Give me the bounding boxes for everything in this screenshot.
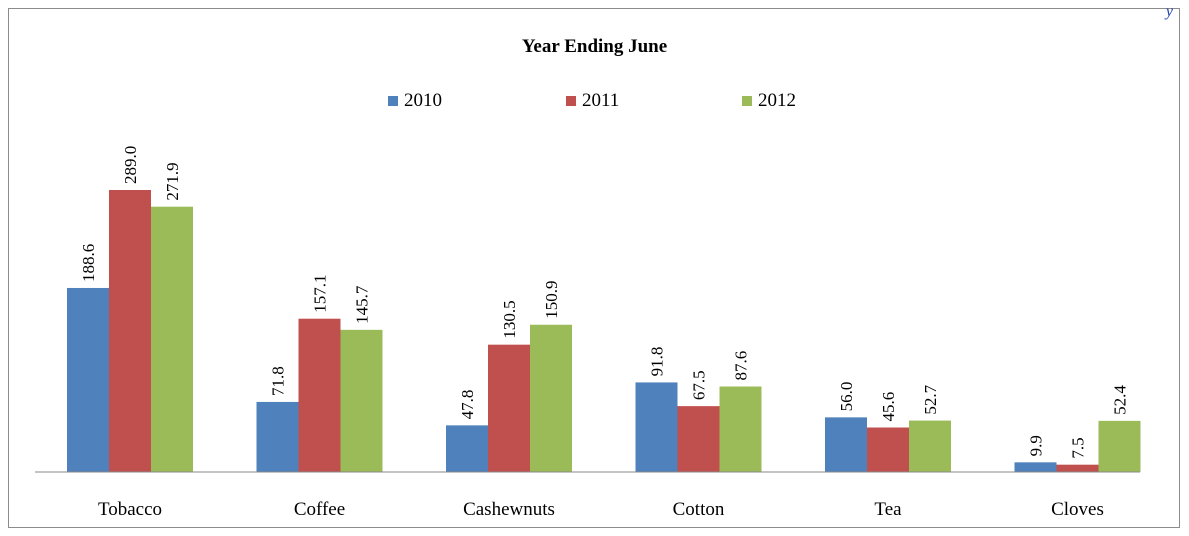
value-label-tea-2010: 56.0: [837, 382, 856, 412]
value-label-tobacco-2012: 271.9: [163, 162, 182, 200]
bar-coffee-2011: [298, 318, 341, 472]
bar-tea-2011: [867, 427, 909, 472]
bar-tobacco-2010: [67, 287, 109, 472]
legend-label-2011: 2011: [582, 90, 620, 111]
category-label-cloves: Cloves: [1051, 499, 1104, 520]
bar-tobacco-2011: [109, 190, 151, 472]
value-label-cashewnuts-2010: 47.8: [458, 390, 477, 420]
value-label-cloves-2011: 7.5: [1069, 437, 1088, 458]
legend-label-2012: 2012: [758, 90, 796, 111]
legend-item-2012: 2012: [742, 90, 796, 112]
chart-frame: y: [8, 3, 1180, 528]
value-labels-layer: 188.6 289.0 271.9 71.8 157.1 145.7 47.8 130.5 15…: [79, 146, 1130, 459]
category-label-tobacco: Tobacco: [98, 499, 162, 520]
value-label-tea-2011: 45.6: [879, 392, 898, 422]
bar-cloves-2012: [1098, 420, 1141, 472]
category-label-coffee: Coffee: [294, 499, 345, 520]
bar-tobacco-2012: [151, 206, 193, 473]
bar-cotton-2010: [635, 382, 678, 472]
value-label-cotton-2012: 87.6: [732, 351, 751, 381]
value-label-tobacco-2011: 289.0: [121, 146, 140, 184]
bar-coffee-2012: [340, 329, 383, 472]
bar-cotton-2012: [719, 386, 762, 472]
value-label-cotton-2011: 67.5: [690, 370, 709, 400]
category-label-cashewnuts: Cashewnuts: [463, 499, 555, 520]
value-label-cloves-2012: 52.4: [1111, 385, 1130, 415]
bar-tea-2010: [825, 417, 867, 472]
value-label-tea-2012: 52.7: [921, 384, 940, 414]
category-label-cotton: Cotton: [673, 499, 725, 520]
legend-label-2010: 2010: [404, 90, 442, 111]
bar-cashewnuts-2010: [446, 425, 488, 472]
bar-coffee-2010: [256, 401, 299, 472]
legend-swatch-2010: [388, 96, 398, 106]
chart-legend: 2010 2011 2012: [0, 90, 1189, 114]
legend-swatch-2012: [742, 96, 752, 106]
value-label-cashewnuts-2012: 150.9: [542, 281, 561, 319]
bar-cashewnuts-2011: [488, 344, 530, 472]
legend-item-2011: 2011: [566, 90, 619, 112]
bar-cotton-2011: [677, 406, 720, 472]
category-label-tea: Tea: [874, 499, 902, 520]
bars-layer: [67, 190, 1141, 473]
value-label-cloves-2010: 9.9: [1027, 435, 1046, 456]
bar-tea-2012: [909, 420, 951, 472]
legend-swatch-2011: [566, 96, 576, 106]
value-label-coffee-2011: 157.1: [311, 274, 330, 312]
value-label-coffee-2012: 145.7: [353, 285, 372, 324]
bar-cashewnuts-2012: [530, 324, 572, 472]
value-label-cotton-2010: 91.8: [648, 347, 667, 377]
value-label-tobacco-2010: 188.6: [79, 244, 98, 282]
corner-mark: y: [1165, 3, 1173, 20]
value-label-cashewnuts-2011: 130.5: [500, 300, 519, 338]
chart-title: Year Ending June: [521, 36, 668, 57]
bar-cloves-2011: [1056, 464, 1099, 472]
bar-cloves-2010: [1014, 462, 1057, 472]
value-label-coffee-2010: 71.8: [269, 366, 288, 396]
legend-item-2010: 2010: [388, 90, 442, 112]
category-labels-layer: Tobacco Coffee Cashewnuts Cotton Tea Cloves: [98, 499, 1104, 520]
